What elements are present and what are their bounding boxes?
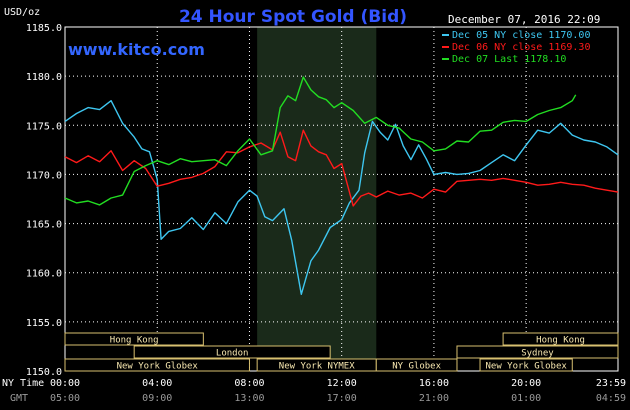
market-session-box	[502, 332, 619, 346]
market-session-box	[479, 358, 573, 372]
nymex-shaded-region	[257, 27, 377, 371]
y-tick-label: 1185.0	[26, 23, 62, 34]
x-tick-label-ny: 08:00	[234, 378, 264, 389]
x-tick-label-ny: 20:00	[511, 378, 541, 389]
x-tick-label-gmt: 13:00	[234, 393, 264, 404]
y-tick-label: 1160.0	[26, 269, 62, 280]
website-link[interactable]: www.kitco.com	[68, 40, 205, 59]
y-tick-label: 1155.0	[26, 318, 62, 329]
gmt-axis-label: GMT	[10, 393, 28, 404]
ny-time-axis-label: NY Time	[2, 378, 44, 389]
y-tick-label: 1165.0	[26, 220, 62, 231]
x-tick-label-gmt: 01:00	[511, 393, 541, 404]
legend-label-dec06: Dec 06 NY close 1169.30	[452, 42, 590, 53]
market-session-label: Sydney	[521, 349, 554, 359]
market-session-label: London	[216, 349, 249, 359]
x-tick-label-ny: 16:00	[419, 378, 449, 389]
x-tick-label-ny: 12:00	[327, 378, 357, 389]
market-session-label: New York NYMEX	[279, 362, 355, 372]
x-tick-label-gmt: 09:00	[142, 393, 172, 404]
x-tick-label-gmt: 17:00	[327, 393, 357, 404]
market-session-label: Hong Kong	[536, 336, 585, 346]
y-axis-unit-label: USD/oz	[4, 7, 40, 18]
chart-title: 24 Hour Spot Gold (Bid)	[179, 7, 407, 27]
market-session-label: Hong Kong	[110, 336, 159, 346]
series-line-dec07	[64, 76, 577, 206]
market-session-box	[456, 345, 619, 359]
x-tick-label-gmt: 05:00	[50, 393, 80, 404]
market-session-box	[64, 358, 250, 372]
legend-label-dec07: Dec 07 Last 1178.10	[452, 54, 566, 65]
x-tick-label-gmt: 04:59	[596, 393, 626, 404]
x-tick-label-ny: 00:00	[50, 378, 80, 389]
legend: Dec 05 NY close 1170.00 Dec 06 NY close …	[442, 30, 590, 65]
market-session-label: New York Globex	[117, 362, 199, 372]
market-session-label: New York Globex	[486, 362, 568, 372]
y-tick-label: 1170.0	[26, 170, 62, 181]
x-tick-label-ny: 04:00	[142, 378, 172, 389]
x-tick-label-ny: 23:59	[596, 378, 626, 389]
legend-label-dec05: Dec 05 NY close 1170.00	[452, 30, 590, 41]
market-session-box	[375, 358, 458, 372]
market-session-box	[64, 332, 204, 346]
series-line-dec05	[64, 100, 619, 295]
y-tick-label: 1150.0	[26, 367, 62, 378]
market-session-label: NY Globex	[392, 362, 441, 372]
x-tick-label-gmt: 21:00	[419, 393, 449, 404]
market-session-box	[133, 345, 331, 359]
y-tick-label: 1180.0	[26, 72, 62, 83]
series-line-dec06	[64, 129, 619, 207]
chart-date: December 07, 2016 22:09	[448, 13, 600, 26]
y-tick-label: 1175.0	[26, 121, 62, 132]
